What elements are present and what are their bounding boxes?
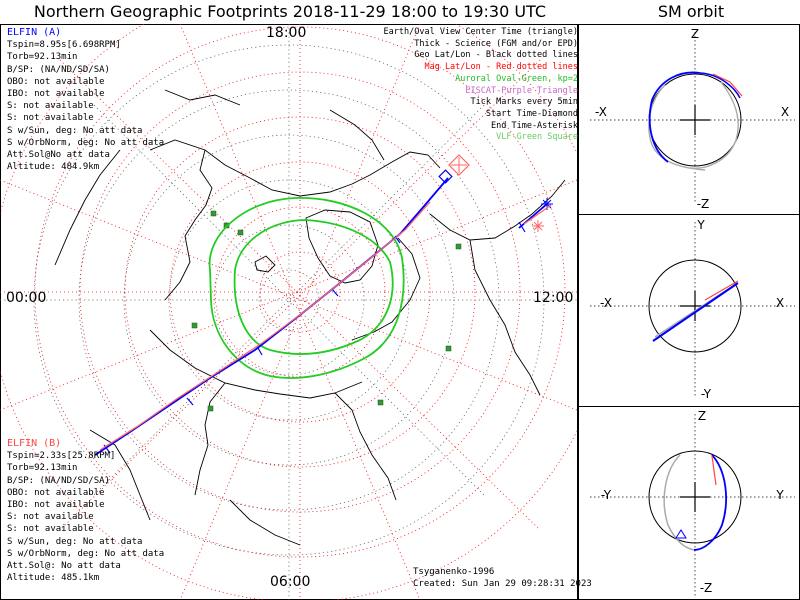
- probe-info-line: Torb=92.13min: [7, 463, 78, 474]
- sm1-bottom-label: -Z: [697, 197, 710, 211]
- probe-info-line: B/SP: (NA/ND/SD/SA): [7, 475, 110, 486]
- sm3-top-label: Z: [698, 409, 706, 423]
- sm-panel-2: Y -Y -X X: [590, 218, 795, 401]
- sm3-right-label: Y: [775, 488, 784, 502]
- legend-item: Tick Marks every 5min: [470, 97, 578, 108]
- probe-info-line: IBO: not available: [7, 89, 105, 100]
- sm1-top-label: Z: [691, 27, 699, 41]
- legend-item: Geo Lat/Lon - Black dotted lines: [414, 50, 578, 61]
- elfin-b-track: [99, 154, 552, 451]
- map-legend: Earth/Oval View Center Time (triangle) Th…: [384, 27, 578, 144]
- probe-info-line: Att.Sol@No att data: [7, 150, 110, 161]
- legend-item: End Time-Asterisk: [491, 120, 578, 131]
- probe-info-line: Att.Sol@: No att data: [7, 561, 121, 572]
- sm-panel-1: Z -Z -X X: [590, 27, 795, 211]
- probe-info-line: S w/Sun, deg: No att data: [7, 536, 143, 547]
- probe-info-line: S: not available: [7, 524, 94, 535]
- probe-info-line: IBO: not available: [7, 500, 105, 511]
- legend-item: Thick - Science (FGM and/or EPD): [414, 38, 578, 49]
- orbit-panel-title: SM orbit: [657, 2, 725, 21]
- time-label-left: 00:00: [6, 290, 47, 306]
- probe-info-line: S: not available: [7, 101, 94, 112]
- sm-panel-3: Z -Z -Y Y: [590, 409, 795, 596]
- probe-b-lines: Tspin=2.33s[25.8RPM] Torb=92.13min B/SP: (…: [7, 450, 164, 584]
- probe-info-line: S w/Sun, deg: No att data: [7, 125, 143, 136]
- sm3-bottom-label: -Z: [700, 581, 713, 595]
- probe-a-name: ELFIN (A): [7, 27, 62, 38]
- probe-info-line: S w/OrbNorm, deg: No att data: [7, 137, 165, 148]
- created-timestamp: Created: Sun Jan 29 09:28:31 2023: [413, 579, 592, 589]
- probe-info-line: S: not available: [7, 113, 94, 124]
- probe-info-line: OBO: not available: [7, 487, 105, 498]
- probe-b-info: ELFIN (B) Tspin=2.33s[25.8RPM] Torb=92.13…: [7, 438, 164, 584]
- time-label-top: 18:00: [266, 25, 307, 41]
- sm3-left-label: -Y: [601, 488, 612, 502]
- probe-a-info: ELFIN (A) Tspin=8.95s[6.698RPM] Torb=92.1…: [7, 27, 164, 173]
- legend-item: Start Time-Diamond: [485, 108, 578, 119]
- model-label: Tsyganenko-1996: [413, 567, 495, 577]
- probe-info-line: S: not available: [7, 512, 94, 523]
- sm-frame-2: [578, 214, 800, 407]
- probe-info-line: Torb=92.13min: [7, 52, 78, 63]
- probe-info-line: Altitude: 484.9km: [7, 162, 100, 173]
- probe-info-line: OBO: not available: [7, 76, 105, 87]
- sm2-right-label: X: [776, 296, 784, 310]
- coastlines: [54, 89, 566, 546]
- mag-grid: [0, 24, 577, 600]
- sm2-bottom-label: -Y: [701, 387, 712, 401]
- probe-info-line: Tspin=8.95s[6.698RPM]: [7, 40, 121, 51]
- sm1-left-label: -X: [595, 105, 607, 119]
- sm2-left-label: -X: [600, 296, 612, 310]
- map-title: Northern Geographic Footprints 2018-11-2…: [33, 2, 547, 21]
- probe-info-line: Altitude: 485.1km: [7, 573, 100, 584]
- probe-info-line: S w/OrbNorm, deg: No att data: [7, 548, 165, 559]
- time-label-right: 12:00: [533, 290, 574, 306]
- vlf-stations: [191, 210, 462, 412]
- sm1-right-label: X: [781, 105, 789, 119]
- probe-a-lines: Tspin=8.95s[6.698RPM] Torb=92.13min B/SP: …: [7, 39, 164, 173]
- sm2-top-label: Y: [696, 218, 705, 232]
- geo-grid: [0, 24, 577, 600]
- legend-item: Auroral Oval-Green, kp=2: [455, 73, 578, 84]
- legend-item: Earth/Oval View Center Time (triangle): [383, 27, 578, 37]
- legend-item: Mag Lat/Lon - Red dotted lines: [424, 62, 578, 73]
- legend-item: VLF-Green Square: [496, 132, 578, 143]
- probe-info-line: B/SP: (NA/ND/SD/SA): [7, 64, 110, 75]
- elfin-a-track: [94, 169, 553, 456]
- probe-b-name: ELFIN (B): [7, 438, 62, 449]
- sm-frame-3: [578, 406, 800, 600]
- legend-item: EISCAT-Purple Triangle: [465, 85, 578, 96]
- probe-info-line: Tspin=2.33s[25.8RPM]: [7, 451, 116, 462]
- time-label-bottom: 06:00: [270, 574, 311, 590]
